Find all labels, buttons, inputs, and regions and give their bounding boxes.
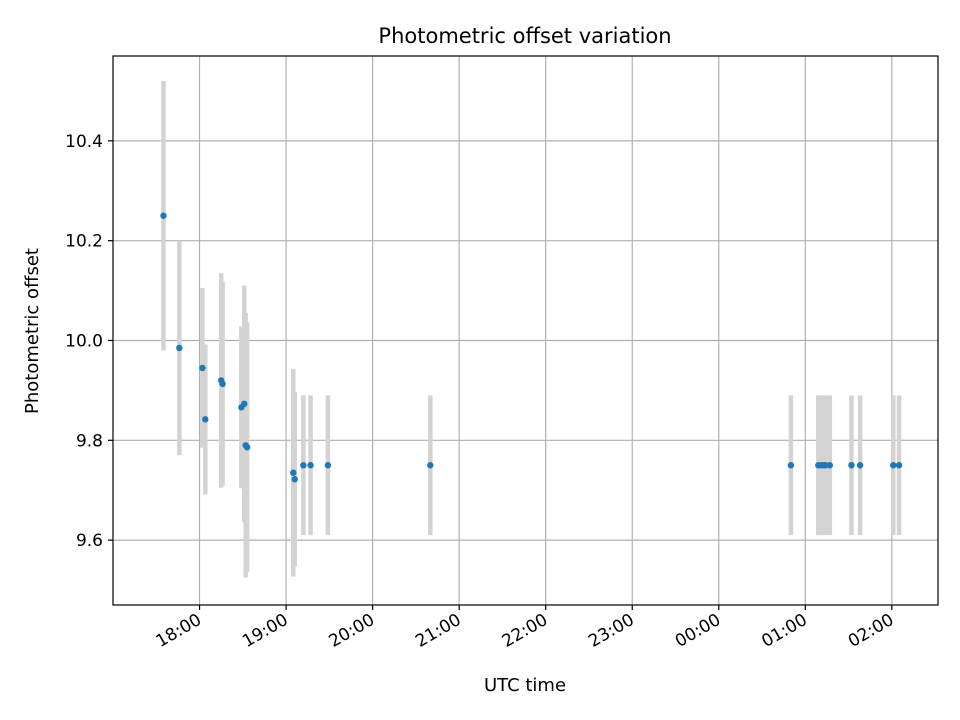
chart-title: Photometric offset variation [378, 24, 671, 48]
data-point [324, 462, 332, 469]
x-axis-title: UTC time [484, 675, 566, 696]
plot-frame [112, 55, 939, 606]
data-point [848, 462, 855, 469]
data-point [787, 462, 795, 469]
data-point [202, 416, 209, 423]
data-point [176, 344, 183, 352]
y-axis-title: Photometric offset [22, 248, 43, 414]
plot-area [113, 56, 938, 605]
grid [113, 56, 938, 605]
data-point [300, 462, 307, 469]
data-point [243, 444, 251, 451]
y-tick-label: 10.4 [65, 132, 103, 152]
data-point [219, 380, 226, 388]
y-tick-label: 9.6 [76, 531, 103, 551]
data-point [307, 462, 314, 469]
y-tick-label: 10.2 [65, 232, 103, 252]
data-point [199, 364, 206, 372]
data-point [895, 462, 903, 469]
data-point [160, 212, 167, 219]
y-axis: 9.6 9.8 10.0 10.2 10.4 [65, 132, 113, 551]
data-point [427, 462, 434, 469]
data-point [290, 469, 297, 476]
data-point [826, 462, 834, 469]
data-point [291, 476, 298, 483]
y-tick-label: 10.0 [65, 331, 103, 351]
data-point [856, 462, 864, 469]
markers [160, 212, 903, 483]
data-point [890, 462, 897, 469]
data-point [241, 400, 248, 408]
y-tick-label: 9.8 [76, 431, 103, 451]
